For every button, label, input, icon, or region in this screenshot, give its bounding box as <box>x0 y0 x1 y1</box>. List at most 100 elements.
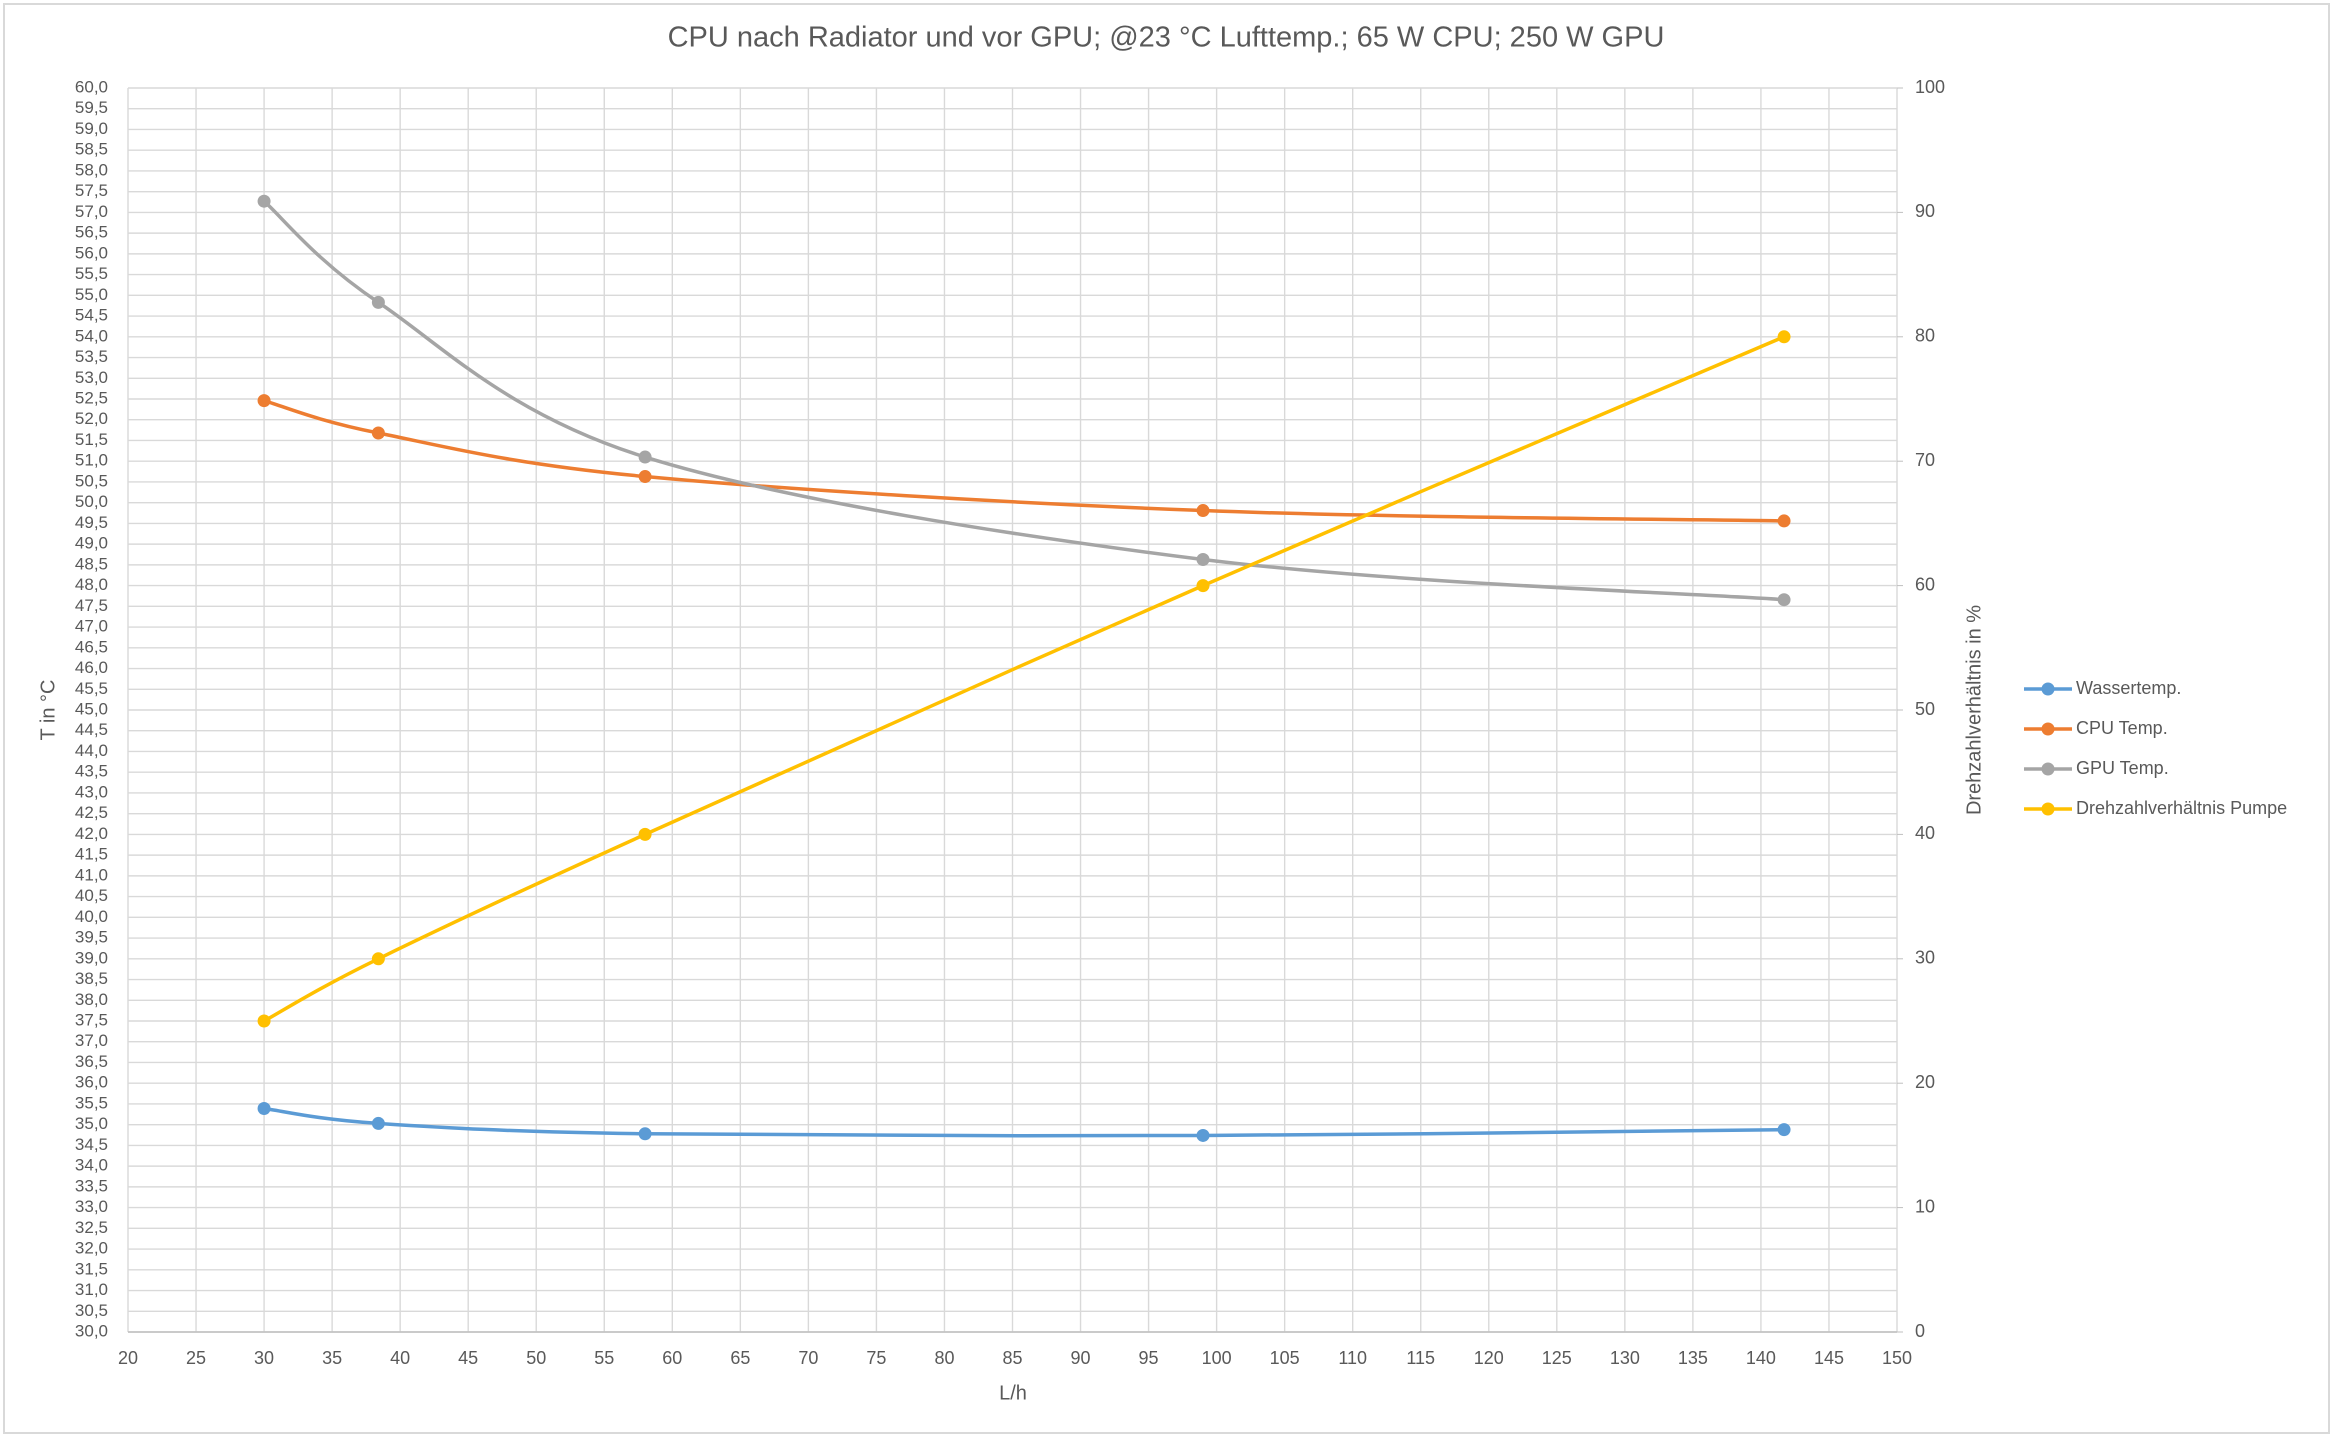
legend-label: Drehzahlverhältnis Pumpe <box>2076 798 2287 818</box>
y-tick-label: 53,0 <box>75 368 108 387</box>
y-tick-label: 54,0 <box>75 326 108 345</box>
data-point <box>1777 514 1791 528</box>
y-tick-label: 43,5 <box>75 762 108 781</box>
y-tick-label: 56,5 <box>75 223 108 242</box>
y-tick-label: 52,0 <box>75 409 108 428</box>
x-tick-label: 115 <box>1406 1348 1435 1368</box>
y-tick-label: 57,0 <box>75 202 108 221</box>
x-tick-label: 70 <box>798 1348 818 1368</box>
data-point <box>257 1014 271 1028</box>
y-tick-label: 50,5 <box>75 471 108 490</box>
data-point <box>638 1127 652 1141</box>
data-point <box>371 1116 385 1130</box>
x-tick-label: 150 <box>1882 1348 1912 1368</box>
y-tick-label: 40,0 <box>75 907 108 926</box>
y-tick-label: 37,0 <box>75 1031 108 1050</box>
data-point <box>1777 330 1791 344</box>
y-tick-label: 49,5 <box>75 513 108 532</box>
legend-label: GPU Temp. <box>2076 758 2169 778</box>
y-tick-label: 55,0 <box>75 285 108 304</box>
y-tick-label: 51,5 <box>75 430 108 449</box>
chart-title: CPU nach Radiator und vor GPU; @23 °C Lu… <box>668 22 1665 54</box>
y-tick-label: 42,5 <box>75 803 108 822</box>
y-tick-label: 30,0 <box>75 1321 108 1340</box>
data-point <box>1196 552 1210 566</box>
y-tick-label: 48,0 <box>75 575 108 594</box>
data-point <box>371 952 385 966</box>
data-point <box>1777 593 1791 607</box>
x-tick-label: 95 <box>1139 1348 1159 1368</box>
y-tick-label: 36,0 <box>75 1073 108 1092</box>
data-point <box>371 426 385 440</box>
y-tick-label: 54,5 <box>75 306 108 325</box>
y-tick-label: 47,0 <box>75 617 108 636</box>
y-tick-label: 50,0 <box>75 492 108 511</box>
data-point <box>638 470 652 484</box>
y-tick-label: 34,5 <box>75 1135 108 1154</box>
legend-label: Wassertemp. <box>2076 678 2181 698</box>
y-tick-label: 31,5 <box>75 1259 108 1278</box>
y-tick-label: 33,5 <box>75 1176 108 1195</box>
x-tick-label: 80 <box>934 1348 954 1368</box>
data-point <box>1196 1128 1210 1142</box>
y-tick-label: 57,5 <box>75 181 108 200</box>
data-point <box>1196 504 1210 518</box>
x-tick-label: 40 <box>390 1348 410 1368</box>
y-tick-label: 59,5 <box>75 98 108 117</box>
y-tick-label: 41,0 <box>75 865 108 884</box>
y-tick-label: 45,5 <box>75 679 108 698</box>
y-tick-label: 52,5 <box>75 388 108 407</box>
y-tick-label: 34,0 <box>75 1156 108 1175</box>
y-tick-label: 55,5 <box>75 264 108 283</box>
x-axis-label: L/h <box>999 1382 1027 1404</box>
y-tick-label: 30,5 <box>75 1301 108 1320</box>
y-tick-label: 46,0 <box>75 658 108 677</box>
x-tick-label: 75 <box>866 1348 886 1368</box>
legend-marker <box>2041 762 2055 776</box>
y2-tick-label: 70 <box>1915 450 1935 470</box>
data-point <box>257 194 271 208</box>
y-tick-label: 46,5 <box>75 637 108 656</box>
x-tick-label: 145 <box>1814 1348 1844 1368</box>
data-point <box>638 450 652 464</box>
x-tick-label: 85 <box>1002 1348 1022 1368</box>
legend-marker <box>2041 682 2055 696</box>
x-tick-label: 35 <box>322 1348 342 1368</box>
y-tick-label: 47,5 <box>75 596 108 615</box>
y-tick-label: 45,0 <box>75 699 108 718</box>
y-tick-label: 42,0 <box>75 824 108 843</box>
y2-tick-label: 0 <box>1915 1321 1925 1341</box>
y-tick-label: 51,0 <box>75 451 108 470</box>
data-point <box>638 827 652 841</box>
chart-border <box>3 3 2330 1434</box>
x-tick-label: 110 <box>1338 1348 1367 1368</box>
y-tick-label: 38,0 <box>75 990 108 1009</box>
data-point <box>257 394 271 408</box>
x-tick-label: 100 <box>1202 1348 1232 1368</box>
data-point <box>1196 579 1210 593</box>
x-tick-label: 55 <box>594 1348 614 1368</box>
y-tick-label: 39,5 <box>75 928 108 947</box>
x-tick-label: 125 <box>1542 1348 1572 1368</box>
y-tick-label: 58,5 <box>75 140 108 159</box>
y-tick-label: 53,5 <box>75 347 108 366</box>
y-tick-label: 59,0 <box>75 119 108 138</box>
x-tick-label: 135 <box>1678 1348 1708 1368</box>
y-tick-label: 48,5 <box>75 554 108 573</box>
y-tick-label: 49,0 <box>75 534 108 553</box>
y-tick-label: 56,0 <box>75 243 108 262</box>
y2-tick-label: 20 <box>1915 1072 1935 1092</box>
y-axis-label: T in °C <box>37 680 59 741</box>
y2-tick-label: 40 <box>1915 823 1935 843</box>
data-point <box>257 1101 271 1115</box>
y2-tick-label: 10 <box>1915 1196 1935 1216</box>
y-tick-label: 44,5 <box>75 720 108 739</box>
data-point <box>371 295 385 309</box>
y2-tick-label: 90 <box>1915 201 1935 221</box>
legend-marker <box>2041 722 2055 736</box>
x-tick-label: 30 <box>254 1348 274 1368</box>
y-tick-label: 35,0 <box>75 1114 108 1133</box>
y2-tick-label: 30 <box>1915 948 1935 968</box>
x-tick-label: 90 <box>1071 1348 1091 1368</box>
x-tick-label: 120 <box>1474 1348 1504 1368</box>
